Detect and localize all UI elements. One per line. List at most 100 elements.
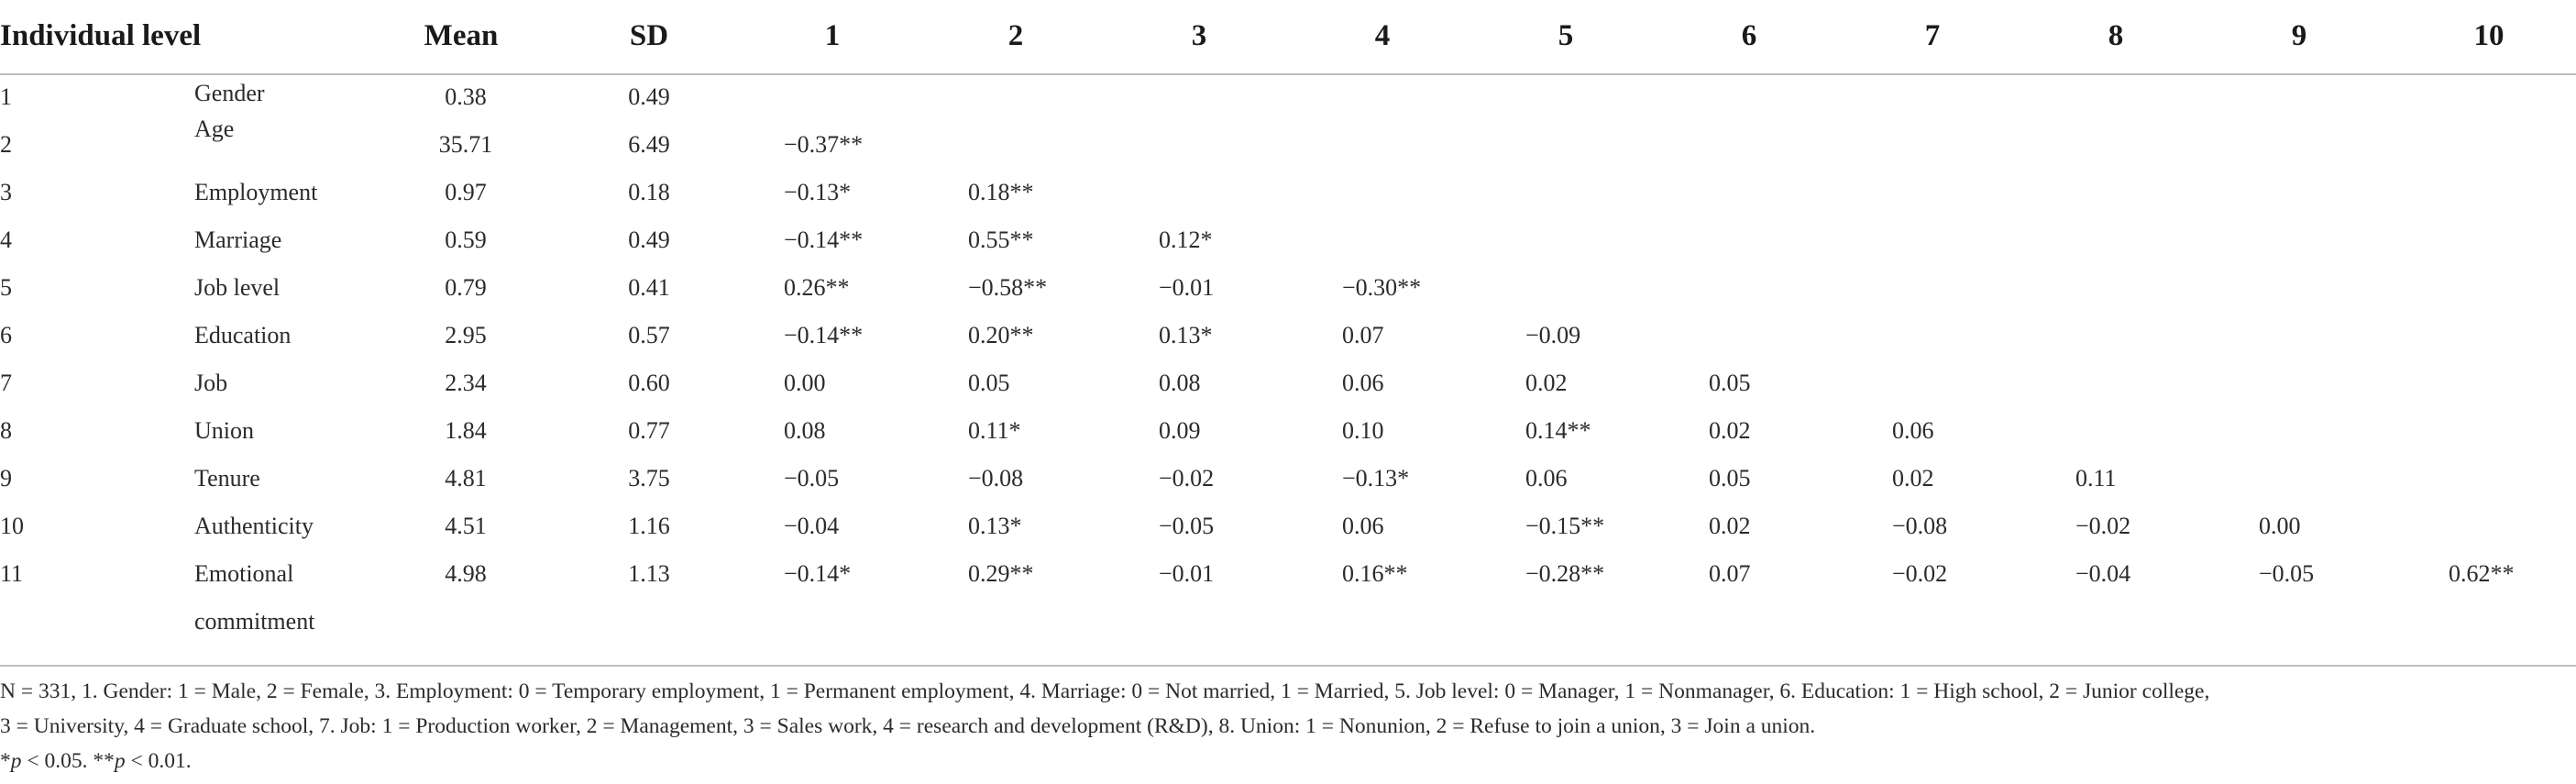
- correlation-value: 0.26**: [784, 274, 850, 301]
- correlation-value: 0.00: [2259, 513, 2301, 539]
- correlation-value: −0.28**: [1525, 560, 1605, 587]
- correlation-value: 0.05: [1709, 370, 1751, 396]
- correlation-value: −0.02: [2075, 513, 2131, 539]
- correlation-value: −0.08: [968, 465, 1024, 491]
- sd-value: 0.18: [628, 179, 670, 205]
- correlation-value: 0.06: [1342, 370, 1384, 396]
- correlation-value: 0.02: [1709, 513, 1751, 539]
- footer-rule: [0, 665, 2576, 667]
- mean-value: 35.71: [438, 131, 493, 158]
- table-note-line-1: N = 331, 1. Gender: 1 = Male, 2 = Female…: [0, 679, 2210, 703]
- sd-value: 0.57: [628, 322, 670, 348]
- header-col-4: 4: [1374, 19, 1391, 52]
- table-note-line-2: 3 = University, 4 = Graduate school, 7. …: [0, 714, 1816, 738]
- correlation-value: −0.05: [2259, 560, 2315, 587]
- correlation-value: −0.04: [2075, 560, 2131, 587]
- correlation-value: 0.29**: [968, 560, 1034, 587]
- correlation-value: −0.15**: [1525, 513, 1605, 539]
- correlation-value: −0.05: [1159, 513, 1215, 539]
- header-col-7: 7: [1924, 19, 1941, 52]
- row-number: 3: [0, 179, 12, 205]
- header-rule: [0, 73, 2576, 75]
- variable-label: Age: [194, 116, 235, 142]
- sd-value: 0.77: [628, 417, 670, 444]
- significance-note: *p < 0.05. **p < 0.01.: [0, 749, 192, 773]
- sd-value: 6.49: [628, 131, 670, 158]
- sd-value: 0.60: [628, 370, 670, 396]
- correlation-value: −0.14**: [784, 322, 864, 348]
- header-col-6: 6: [1741, 19, 1757, 52]
- row-number: 6: [0, 322, 12, 348]
- correlation-value: 0.07: [1709, 560, 1751, 587]
- correlation-value: 0.12*: [1159, 226, 1213, 253]
- correlation-value: 0.13*: [968, 513, 1022, 539]
- row-number: 8: [0, 417, 12, 444]
- row-number: 1: [0, 83, 12, 110]
- correlation-value: 0.05: [968, 370, 1010, 396]
- correlation-value: 0.09: [1159, 417, 1201, 444]
- correlation-value: 0.06: [1525, 465, 1568, 491]
- variable-label: Education: [194, 322, 292, 348]
- row-number: 5: [0, 274, 12, 301]
- correlation-value: 0.10: [1342, 417, 1384, 444]
- correlation-value: 0.00: [784, 370, 826, 396]
- mean-value: 4.51: [445, 513, 487, 539]
- variable-label: Tenure: [194, 465, 260, 491]
- correlation-value: −0.14*: [784, 560, 852, 587]
- correlation-value: 0.18**: [968, 179, 1034, 205]
- correlation-value: 0.02: [1525, 370, 1568, 396]
- correlation-value: 0.14**: [1525, 417, 1591, 444]
- sd-value: 0.41: [628, 274, 670, 301]
- correlation-value: 0.11*: [968, 417, 1021, 444]
- mean-value: 2.95: [445, 322, 487, 348]
- sd-value: 3.75: [628, 465, 670, 491]
- variable-label: Authenticity: [194, 513, 314, 539]
- correlation-value: 0.05: [1709, 465, 1751, 491]
- variable-label: Emotional: [194, 560, 294, 587]
- row-number: 7: [0, 370, 12, 396]
- correlation-value: −0.05: [784, 465, 840, 491]
- mean-value: 2.34: [445, 370, 487, 396]
- header-col-5: 5: [1558, 19, 1574, 52]
- mean-value: 0.38: [445, 83, 487, 110]
- correlation-value: −0.37**: [784, 131, 864, 158]
- correlation-value: −0.02: [1159, 465, 1215, 491]
- correlation-value: −0.14**: [784, 226, 864, 253]
- header-col-8: 8: [2108, 19, 2124, 52]
- mean-value: 4.81: [445, 465, 487, 491]
- correlation-value: 0.16**: [1342, 560, 1408, 587]
- row-number: 10: [0, 513, 24, 539]
- mean-value: 0.59: [445, 226, 487, 253]
- correlation-value: −0.09: [1525, 322, 1581, 348]
- header-sd: SD: [629, 19, 669, 52]
- row-number: 2: [0, 131, 12, 158]
- correlation-value: 0.08: [1159, 370, 1201, 396]
- header-col-9: 9: [2291, 19, 2307, 52]
- mean-value: 1.84: [445, 417, 487, 444]
- sd-value: 1.16: [628, 513, 670, 539]
- correlation-value: −0.58**: [968, 274, 1048, 301]
- mean-value: 4.98: [445, 560, 487, 587]
- correlation-value: 0.55**: [968, 226, 1034, 253]
- header-individual-level: Individual level: [0, 19, 202, 52]
- correlation-value: 0.13*: [1159, 322, 1213, 348]
- correlation-value: 0.20**: [968, 322, 1034, 348]
- correlation-value: 0.06: [1342, 513, 1384, 539]
- sd-value: 0.49: [628, 83, 670, 110]
- correlation-value: −0.08: [1892, 513, 1948, 539]
- header-col-2: 2: [1007, 19, 1024, 52]
- correlation-value: −0.13*: [784, 179, 852, 205]
- row-number: 9: [0, 465, 12, 491]
- correlation-value: −0.01: [1159, 274, 1215, 301]
- mean-value: 0.79: [445, 274, 487, 301]
- variable-label: Marriage: [194, 226, 282, 253]
- variable-label-continued: commitment: [194, 608, 315, 635]
- correlation-value: −0.02: [1892, 560, 1948, 587]
- row-number: 4: [0, 226, 12, 253]
- header-col-10: 10: [2473, 19, 2504, 52]
- correlation-value: 0.02: [1709, 417, 1751, 444]
- header-col-3: 3: [1191, 19, 1207, 52]
- correlation-value: 0.11: [2075, 465, 2117, 491]
- correlation-value: 0.08: [784, 417, 826, 444]
- mean-value: 0.97: [445, 179, 487, 205]
